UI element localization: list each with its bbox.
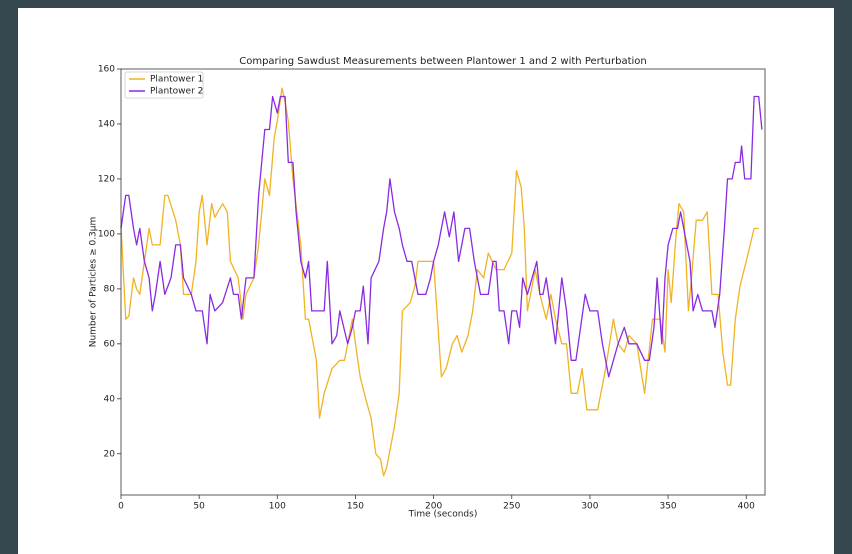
legend-label: Plantower 1	[150, 75, 203, 85]
y-tick-label: 40	[104, 394, 116, 404]
y-tick-label: 20	[104, 449, 116, 459]
x-axis-label: Time (seconds)	[408, 510, 478, 520]
y-axis-label: Number of Particles ≥ 0.3μm	[89, 217, 99, 348]
x-tick-label: 250	[503, 502, 520, 512]
x-tick-label: 200	[425, 502, 442, 512]
plot-frame	[120, 68, 766, 496]
y-tick-label: 80	[104, 284, 116, 294]
y-tick-label: 160	[98, 65, 115, 75]
x-tick-label: 0	[118, 502, 124, 512]
chart-title: Comparing Sawdust Measurements between P…	[239, 56, 647, 67]
series-line	[120, 87, 759, 477]
y-tick-label: 140	[98, 119, 115, 129]
x-tick-label: 150	[347, 502, 364, 512]
y-tick-label: 120	[98, 174, 115, 184]
screenshot-frame	[18, 8, 834, 554]
x-tick-label: 100	[269, 502, 286, 512]
legend-label: Plantower 2	[150, 87, 203, 97]
series-line	[120, 95, 763, 378]
x-tick-label: 300	[581, 502, 598, 512]
x-tick-label: 50	[193, 502, 205, 512]
y-tick-label: 60	[104, 339, 116, 349]
x-tick-label: 400	[738, 502, 755, 512]
y-tick-label: 100	[98, 229, 115, 239]
x-tick-label: 350	[659, 502, 676, 512]
